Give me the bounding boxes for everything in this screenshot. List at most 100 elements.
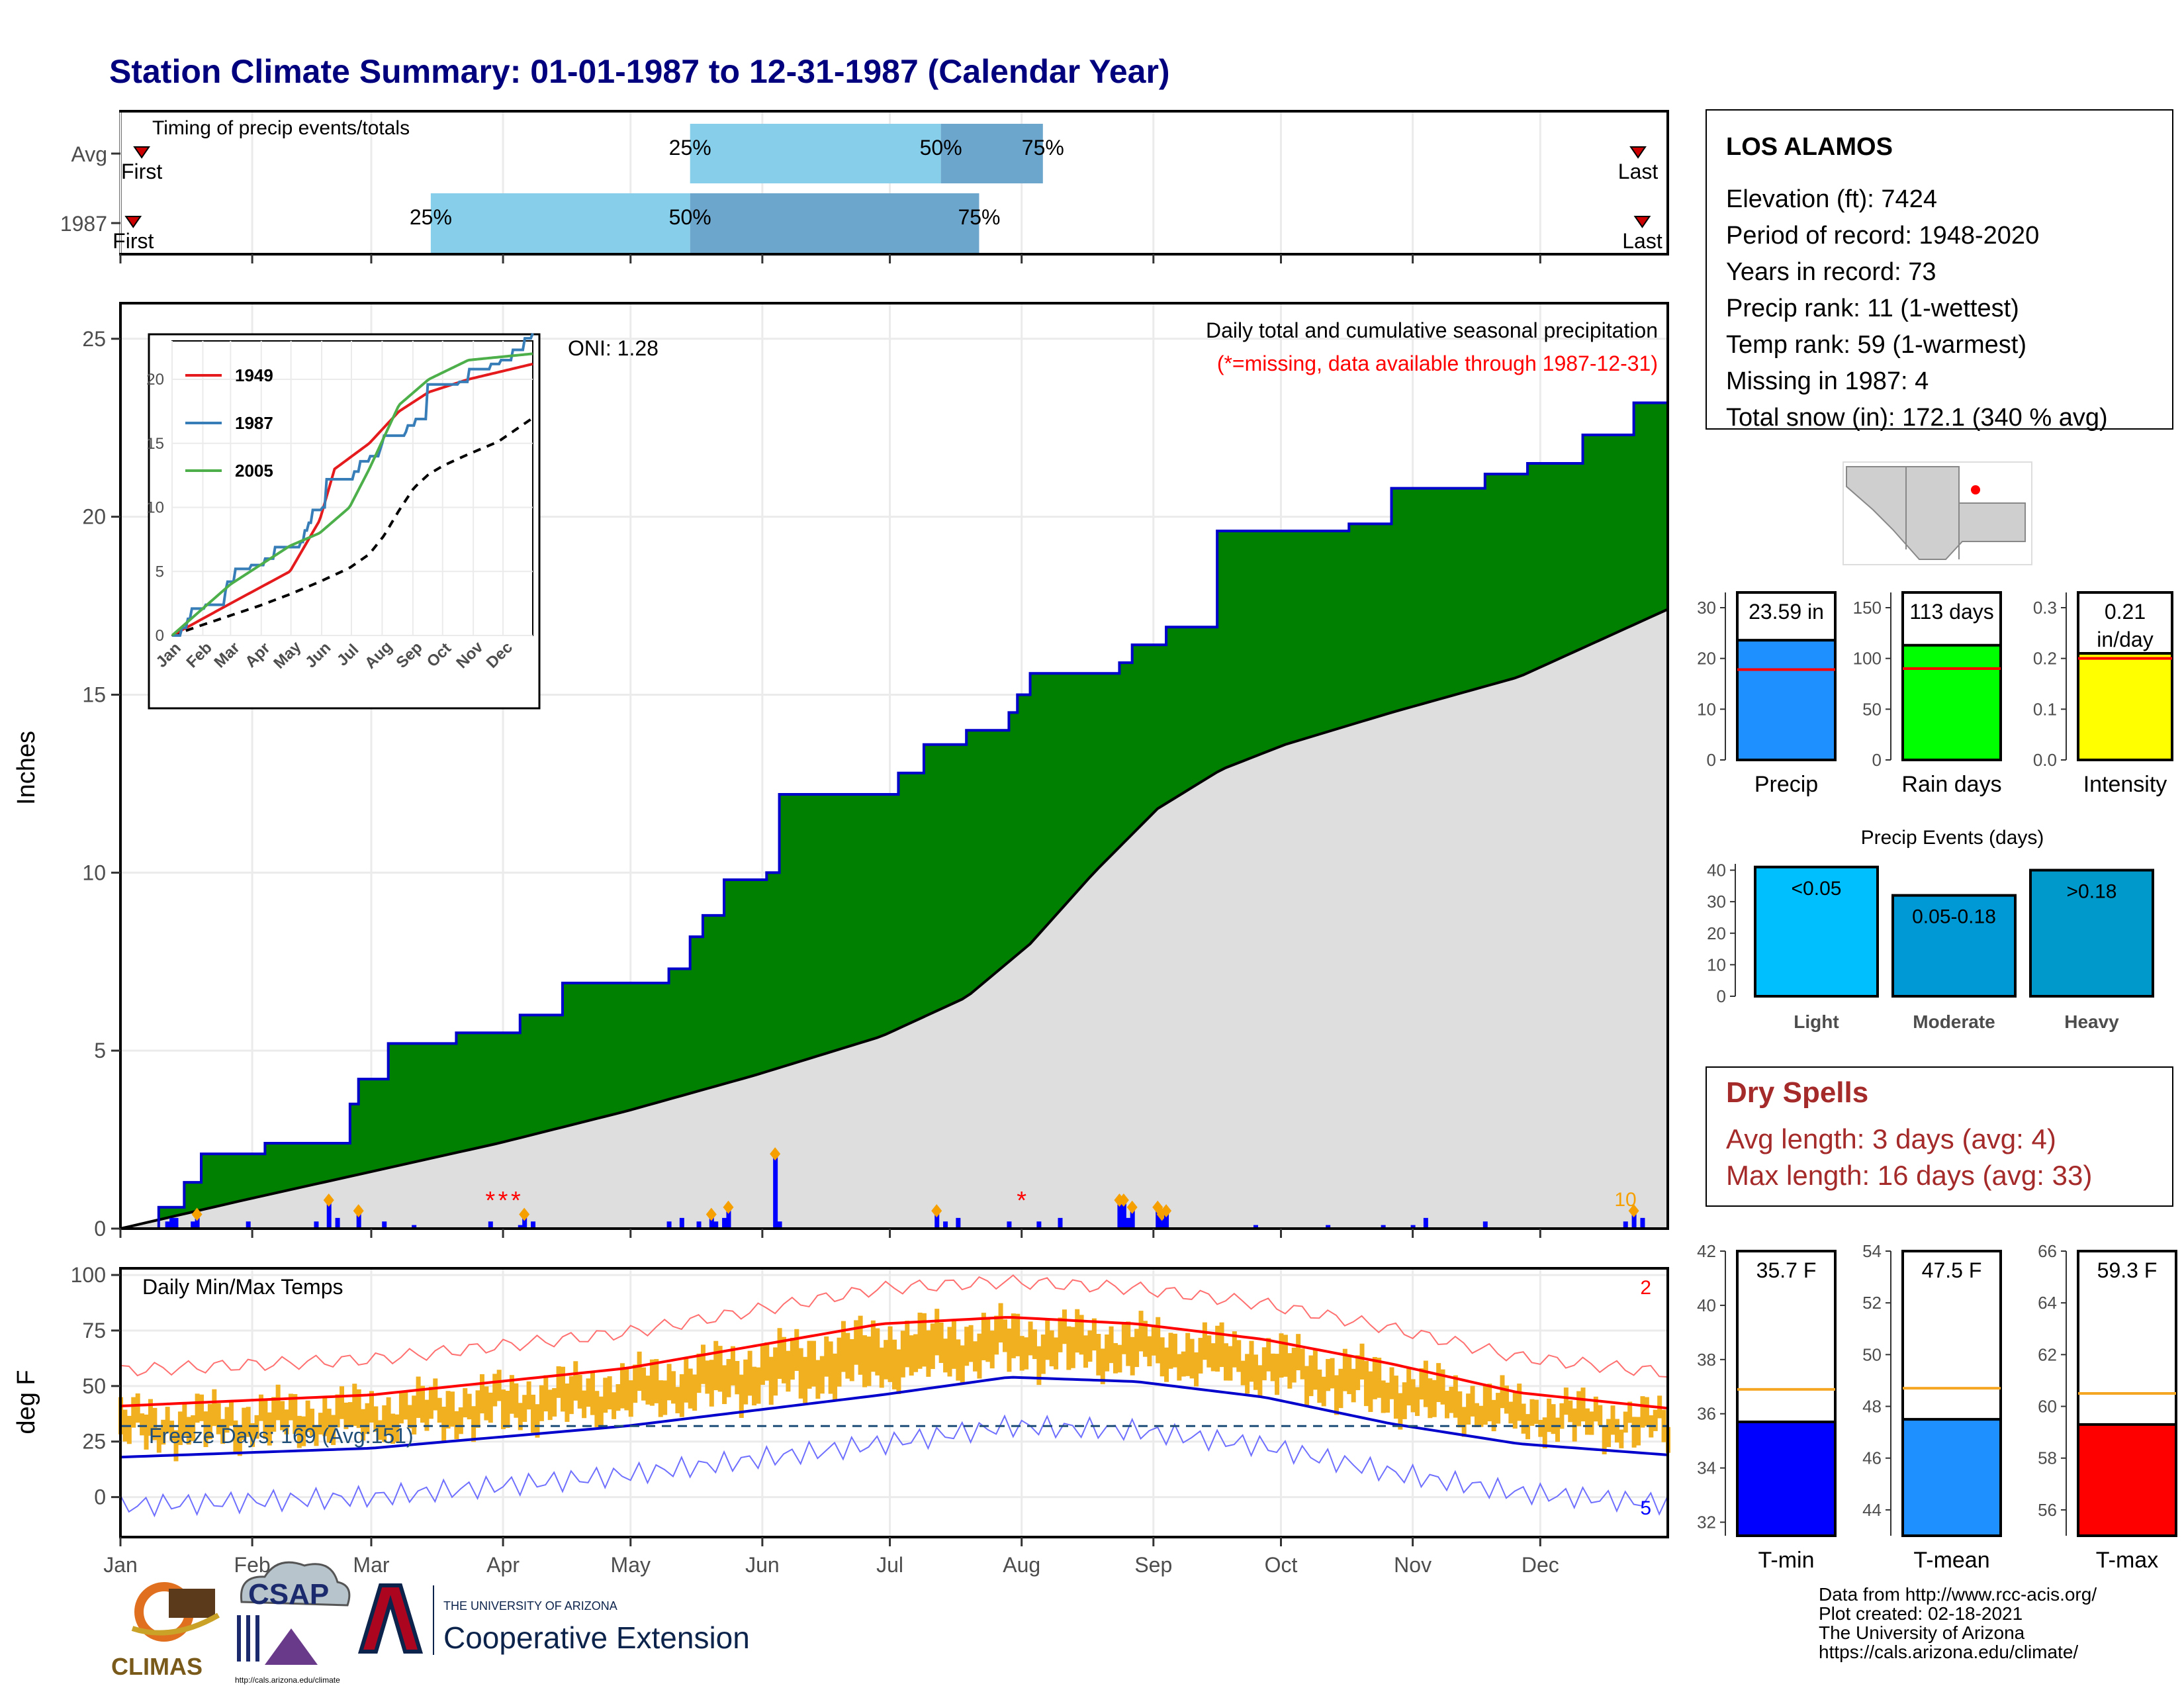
daily-temp-bar xyxy=(1312,1349,1318,1390)
daily-temp-bar xyxy=(913,1334,919,1372)
daily-temp-bar xyxy=(666,1364,672,1401)
daily-precip-bar xyxy=(531,1221,536,1229)
daily-temp-bar xyxy=(369,1391,374,1423)
daily-temp-bar xyxy=(951,1320,956,1369)
daily-temp-bar xyxy=(1283,1335,1288,1377)
daily-temp-bar xyxy=(688,1368,693,1409)
inset-y-tick-label: 20 xyxy=(146,371,164,389)
daily-precip-bar xyxy=(335,1217,340,1229)
month-tick-label: Dec xyxy=(1522,1553,1559,1577)
small-chart-y-tick-label: 100 xyxy=(1853,649,1882,669)
precip-events-chart: Precip Events (days) 0 10 20 30 40 <0.05 Light 0… xyxy=(1707,827,2154,1032)
daily-temp-bar xyxy=(305,1400,310,1432)
daily-temp-bar xyxy=(1045,1319,1050,1360)
timing-heading: Timing of precip events/totals xyxy=(152,117,410,139)
daily-temp-bar xyxy=(126,1415,132,1444)
daily-temp-bar xyxy=(365,1403,370,1434)
daily-precip-bar xyxy=(1623,1221,1628,1229)
small-chart-y-tick-label: 58 xyxy=(2038,1448,2057,1468)
daily-precip-marker xyxy=(1126,1200,1138,1214)
small-chart-value-label: 59.3 F xyxy=(2097,1258,2158,1282)
daily-temp-bar xyxy=(619,1363,625,1409)
month-tick-label: Aug xyxy=(1003,1553,1040,1577)
daily-temp-bar xyxy=(730,1346,735,1385)
daily-temp-bar xyxy=(177,1411,183,1445)
daily-temp-bar xyxy=(1580,1387,1586,1422)
daily-temp-bar xyxy=(224,1407,230,1433)
daily-temp-bar xyxy=(135,1393,140,1423)
daily-temp-bar xyxy=(1410,1379,1416,1413)
daily-temp-bar xyxy=(390,1413,396,1444)
daily-temp-bar xyxy=(985,1318,991,1362)
daily-temp-bar xyxy=(1075,1309,1080,1353)
daily-temp-bar xyxy=(518,1403,523,1430)
temp-y-tick-label: 75 xyxy=(82,1319,106,1342)
daily-temp-bar xyxy=(212,1389,217,1427)
daily-temp-bar xyxy=(756,1367,761,1404)
first-event-label: First xyxy=(121,160,162,183)
daily-temp-bar xyxy=(191,1415,196,1442)
daily-temp-bar xyxy=(1619,1429,1624,1448)
daily-temp-bar xyxy=(858,1315,863,1375)
timing-p75: 75% xyxy=(958,205,1000,229)
daily-temp-bar xyxy=(1393,1376,1398,1419)
daily-temp-bar xyxy=(475,1390,480,1428)
daily-temp-bar xyxy=(603,1378,608,1413)
daily-temp-bar xyxy=(973,1341,978,1372)
month-tick-label: Nov xyxy=(1394,1553,1432,1577)
daily-temp-bar xyxy=(1521,1403,1526,1434)
daily-temp-bar xyxy=(1142,1321,1148,1357)
daily-temp-bar xyxy=(1240,1360,1246,1385)
daily-precip-marker xyxy=(705,1207,717,1221)
daily-precip-marker xyxy=(931,1204,942,1218)
daily-temp-bar xyxy=(220,1419,226,1444)
small-chart-category-label: T-min xyxy=(1758,1548,1815,1573)
daily-temp-bar xyxy=(1568,1400,1573,1423)
inset-plot: 05101520JanFebMarAprMayJunJulAugSepOctNo… xyxy=(146,332,534,673)
daily-precip-bar xyxy=(1126,1217,1131,1229)
daily-temp-bar xyxy=(905,1321,910,1368)
daily-temp-bar xyxy=(590,1372,595,1415)
daily-temp-bar xyxy=(207,1403,212,1440)
dry-spells-avg: Avg length: 3 days (avg: 4) xyxy=(1726,1123,2056,1154)
daily-temp-bar xyxy=(1338,1368,1343,1409)
daily-precip-marker xyxy=(723,1200,734,1214)
daily-temp-bar xyxy=(696,1353,702,1393)
small-chart-y-tick-label: 64 xyxy=(2038,1293,2057,1313)
daily-temp-bar xyxy=(1040,1335,1046,1374)
last-event-marker xyxy=(1633,216,1651,228)
daily-temp-bar xyxy=(803,1356,808,1403)
small-chart-y-tick-label: 0.2 xyxy=(2033,649,2057,669)
daily-temp-bar xyxy=(794,1329,799,1371)
daily-temp-bar xyxy=(361,1409,366,1441)
daily-temp-bar xyxy=(471,1406,477,1442)
daily-precip-bar xyxy=(191,1221,196,1229)
daily-temp-bar xyxy=(343,1402,349,1429)
first-event-label: First xyxy=(113,229,154,253)
daily-temp-bar xyxy=(561,1366,565,1412)
daily-precip-bar xyxy=(696,1221,702,1229)
missing-day-star: * xyxy=(1017,1187,1026,1215)
month-tick-label: Oct xyxy=(1265,1553,1298,1577)
daily-precip-bar xyxy=(1117,1199,1122,1229)
daily-temp-bar xyxy=(768,1356,774,1405)
daily-temp-bar xyxy=(649,1359,655,1406)
daily-temp-bar xyxy=(1126,1321,1131,1366)
daily-temp-bar xyxy=(739,1374,744,1418)
timing-rows: Avg 25% 50% 75% First Last 1987 25% 50% 75% First L… xyxy=(60,124,1662,253)
first-event-marker xyxy=(124,216,142,228)
timing-p25: 25% xyxy=(410,205,452,229)
daily-temp-bar xyxy=(577,1374,582,1409)
daily-temp-bar xyxy=(1342,1348,1347,1391)
daily-temp-bar xyxy=(960,1345,965,1383)
daily-precip-bar xyxy=(956,1217,961,1229)
daily-temp-bar xyxy=(1347,1355,1352,1395)
daily-temp-bar xyxy=(382,1405,387,1442)
cumulative-avg-area xyxy=(120,609,1668,1229)
cumulative-1987-line xyxy=(120,389,1669,1230)
daily-precip-marker xyxy=(770,1147,781,1161)
csap-label: CSAP xyxy=(248,1578,329,1611)
daily-precip-marker xyxy=(519,1207,530,1221)
main-y-label: Inches xyxy=(13,731,40,805)
daily-temp-bar xyxy=(263,1400,268,1439)
